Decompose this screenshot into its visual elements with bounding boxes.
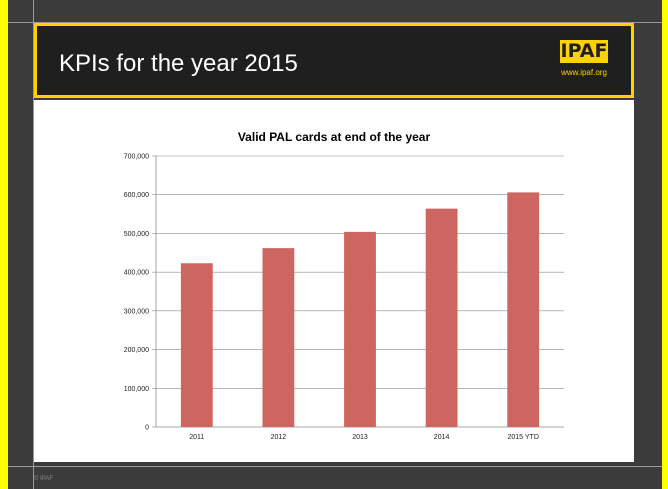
x-tick-label: 2013 xyxy=(352,434,368,441)
bar-2015-ytd xyxy=(507,192,540,427)
bar-chart: 0 100,000 200,000 300,000 400,000 500,000 600,… xyxy=(124,154,564,441)
x-tick-label: 2015 YTD xyxy=(508,434,539,441)
logo-mark: IPAF xyxy=(549,36,619,63)
bar-2011 xyxy=(180,263,213,427)
ipaf-logo: IPAF www.ipaf.org xyxy=(549,36,619,86)
chart-title: Valid PAL cards at end of the year xyxy=(237,130,431,144)
x-tick-label: 2012 xyxy=(271,434,287,441)
bar-2014 xyxy=(425,208,458,427)
guide-line-left xyxy=(33,0,34,489)
y-tick-label: 700,000 xyxy=(124,154,149,161)
chart-card: Valid PAL cards at end of the year 0 100,… xyxy=(34,100,634,462)
y-tick-label: 500,000 xyxy=(124,231,149,238)
y-tick-label: 400,000 xyxy=(124,270,149,277)
page-title: KPIs for the year 2015 xyxy=(59,50,298,77)
logo-url: www.ipaf.org xyxy=(561,68,607,77)
x-tick-label: 2011 xyxy=(189,434,204,441)
guide-line-top xyxy=(8,22,662,23)
x-tick-label: 2014 xyxy=(434,434,450,441)
y-tick-label: 200,000 xyxy=(124,347,149,354)
bar-2013 xyxy=(344,231,376,427)
guide-line-bottom xyxy=(8,466,662,467)
title-banner: KPIs for the year 2015 IPAF www.ipaf.org xyxy=(34,23,634,98)
y-tick-label: 0 xyxy=(145,425,149,432)
bar-2012 xyxy=(262,248,295,427)
footer-copyright: © IPAF xyxy=(34,476,53,482)
logo-text: IPAF xyxy=(559,40,609,63)
y-tick-label: 300,000 xyxy=(124,308,149,315)
y-tick-label: 600,000 xyxy=(124,192,149,199)
y-tick-label: 100,000 xyxy=(124,386,149,393)
